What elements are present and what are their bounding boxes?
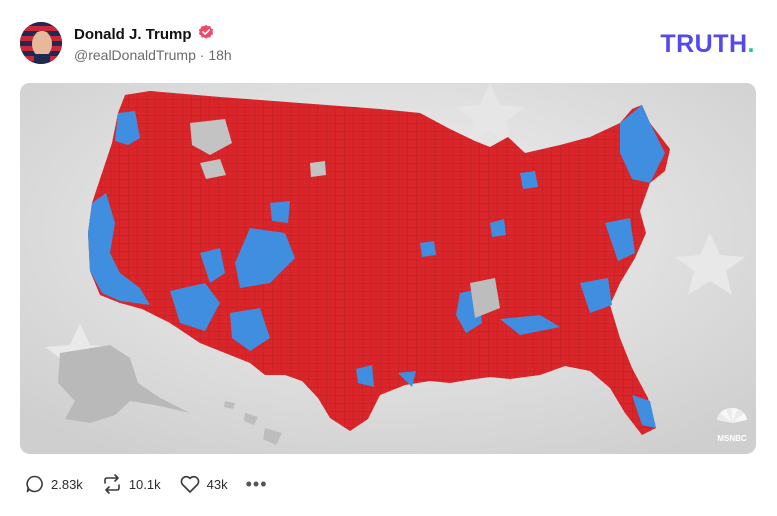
hawaii-shape bbox=[224, 401, 282, 445]
us-mainland bbox=[88, 91, 670, 435]
author-row: Donald J. Trump bbox=[74, 24, 214, 45]
heart-icon bbox=[179, 474, 201, 494]
like-button[interactable]: 43k bbox=[179, 474, 228, 494]
like-count: 43k bbox=[206, 476, 228, 492]
brand-dot: . bbox=[747, 30, 755, 58]
verified-badge-icon bbox=[198, 24, 214, 45]
post-actions: 2.83k 10.1k 43k ••• bbox=[25, 474, 268, 494]
more-options-icon: ••• bbox=[245, 474, 268, 494]
post-image[interactable]: MSNBC bbox=[20, 83, 756, 454]
msnbc-peacock-icon bbox=[717, 407, 747, 423]
retruth-button[interactable]: 10.1k bbox=[101, 474, 161, 494]
truth-logo[interactable]: TRUTH. bbox=[660, 30, 755, 59]
alaska-shape bbox=[58, 345, 190, 423]
avatar[interactable] bbox=[20, 22, 62, 64]
more-options-button[interactable]: ••• bbox=[246, 475, 268, 493]
election-map: MSNBC bbox=[20, 83, 756, 454]
star-shape bbox=[455, 83, 525, 145]
reply-count: 2.83k bbox=[51, 476, 83, 492]
retruth-count: 10.1k bbox=[128, 476, 161, 492]
separator: · bbox=[199, 47, 205, 63]
author-name[interactable]: Donald J. Trump bbox=[74, 26, 192, 43]
msnbc-watermark: MSNBC bbox=[717, 434, 747, 443]
handle-row: @realDonaldTrump · 18h bbox=[74, 47, 232, 63]
reply-button[interactable]: 2.83k bbox=[25, 474, 83, 494]
author-handle[interactable]: @realDonaldTrump bbox=[74, 47, 196, 63]
reply-icon bbox=[25, 474, 45, 494]
star-shape bbox=[675, 233, 745, 295]
brand-wordmark: TRUTH bbox=[660, 30, 748, 58]
post-time[interactable]: 18h bbox=[208, 47, 232, 63]
retruth-icon bbox=[101, 474, 123, 494]
post-header: Donald J. Trump @realDonaldTrump · 18h T… bbox=[20, 20, 757, 70]
